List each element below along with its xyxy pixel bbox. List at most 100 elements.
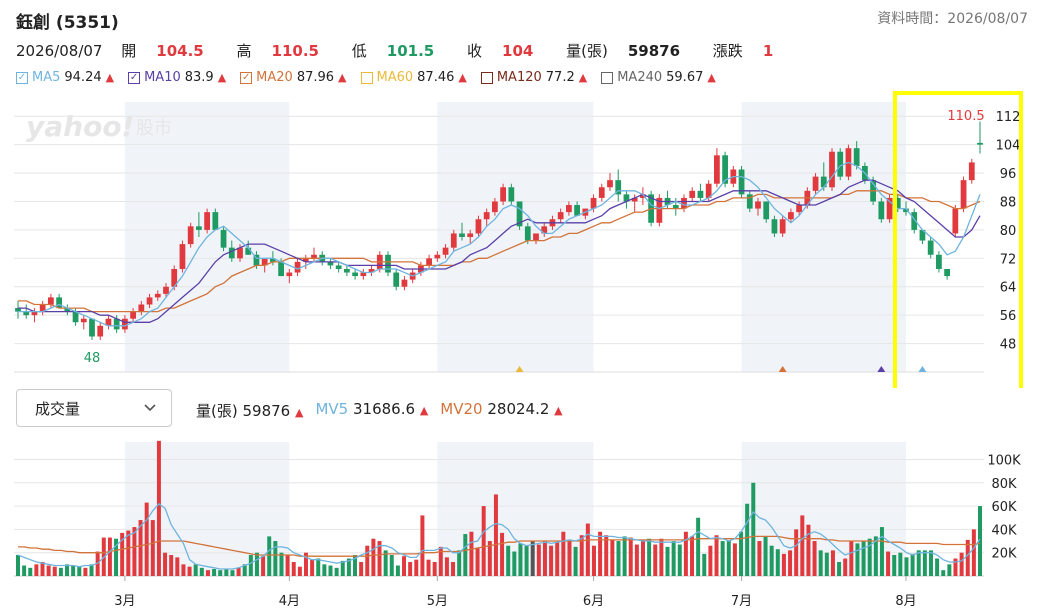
volume-y-tick-label: 80K [991, 477, 1017, 492]
up-arrow-icon: ▲ [105, 71, 115, 84]
volume-bar [89, 564, 94, 576]
y-tick-label: 112 [996, 110, 1021, 125]
ma-legend-item-ma60[interactable]: MA60 87.46 ▲ [360, 70, 467, 85]
yahoo-logo: yahoo! [26, 110, 134, 143]
candle-body [853, 148, 860, 166]
candle-body [245, 247, 252, 255]
candle-body [385, 254, 391, 273]
ma-name: MA20 [256, 70, 293, 85]
candle-body [952, 208, 959, 234]
open-value: 104.5 [156, 42, 204, 60]
close-label: 收 [467, 42, 483, 60]
candle-body [302, 258, 309, 262]
volume-bar [628, 537, 633, 576]
up-arrow-icon: ▲ [217, 71, 227, 84]
volume-bar [199, 567, 204, 576]
vol-legend-item: 量(張) 59876 ▲ [196, 400, 303, 421]
volume-bar [316, 558, 321, 576]
volume-bar [463, 534, 468, 576]
volume-bar [402, 556, 407, 576]
checkbox-icon[interactable] [601, 71, 614, 84]
candle-body [886, 197, 893, 220]
ma-legend-item-ma240[interactable]: MA240 59.67 ▲ [601, 70, 716, 85]
volume-bar [873, 536, 878, 576]
candle-body [697, 190, 704, 198]
volume-bar [794, 529, 799, 576]
volume-value: 59876 [627, 42, 681, 60]
candle-body [368, 268, 375, 273]
volume-bar [818, 550, 823, 576]
candle-body [788, 212, 794, 220]
candle-body [722, 155, 728, 184]
ma10-line [18, 179, 981, 323]
volume-bar [334, 567, 339, 576]
volume-bar [806, 524, 811, 576]
candle-body [154, 293, 161, 298]
candle-body [837, 151, 844, 177]
ma-legend-item-ma20[interactable]: ✓ MA20 87.96 ▲ [240, 70, 347, 85]
volume-bar [77, 566, 82, 576]
volume-bar [322, 564, 327, 576]
ma-legend: ✓ MA5 94.24 ▲ ✓ MA10 83.9 ▲ ✓ MA20 87.96 ▲ MA60 87.46… [16, 70, 716, 85]
checkbox-icon[interactable] [480, 71, 493, 84]
candle-body [541, 226, 548, 234]
candle-body [327, 261, 334, 266]
candle-body [138, 304, 145, 312]
volume-bar [910, 553, 915, 576]
candle-body [401, 279, 408, 287]
volume-bar [573, 546, 578, 576]
volume-bar [58, 567, 63, 576]
volume-bar [720, 541, 725, 576]
volume-bar [65, 564, 70, 576]
mv5-label: MV5 [315, 400, 349, 418]
candle-body [738, 169, 745, 195]
candle-body [56, 297, 62, 309]
checkbox-icon[interactable]: ✓ [240, 71, 253, 84]
candle-body [212, 212, 219, 230]
candle-body [746, 194, 753, 209]
volume-bar [175, 557, 180, 576]
checkbox-icon[interactable]: ✓ [16, 71, 28, 84]
candle-body [631, 197, 638, 202]
candle-body [763, 201, 770, 220]
candle-body [261, 258, 268, 266]
candle-body [89, 318, 95, 337]
volume-label: 量(張) [566, 42, 608, 60]
candle-body [253, 254, 260, 266]
candle-body [105, 318, 112, 326]
quote-change: 漲跌 1 [713, 42, 787, 60]
candle-body [936, 254, 942, 269]
candle-body [72, 311, 79, 323]
volume-bar [892, 555, 897, 576]
volume-bar [879, 527, 884, 576]
close-value: 104 [502, 42, 534, 60]
signal-marker-icon [515, 366, 524, 372]
ma-legend-item-ma5[interactable]: ✓ MA5 94.24 ▲ [16, 70, 114, 85]
volume-bar [310, 559, 315, 576]
candle-body [681, 197, 687, 209]
volume-bar [604, 535, 609, 576]
volume-bar [904, 557, 909, 576]
volume-bar [855, 543, 860, 576]
volume-bar [487, 541, 492, 576]
volume-bar [389, 555, 394, 576]
volume-bar [978, 506, 982, 576]
indicator-select[interactable]: 成交量 [16, 389, 172, 427]
volume-bar [46, 565, 51, 576]
candle-body [196, 226, 202, 230]
volume-bar [346, 558, 351, 576]
volume-bar [132, 527, 137, 576]
ma-name: MA5 [32, 70, 61, 85]
signal-marker-icon [918, 366, 927, 372]
candle-body [500, 187, 506, 202]
ma-name: MA240 [617, 70, 663, 85]
checkbox-icon[interactable] [360, 71, 373, 84]
ma-legend-item-ma120[interactable]: MA120 77.2 ▲ [480, 70, 587, 85]
volume-bar [916, 550, 921, 576]
checkbox-icon[interactable]: ✓ [128, 71, 141, 84]
candle-body [911, 212, 918, 230]
ma-legend-item-ma10[interactable]: ✓ MA10 83.9 ▲ [128, 70, 226, 85]
candle-body [944, 268, 950, 277]
volume-bar [824, 552, 829, 576]
volume-bar [763, 536, 768, 576]
